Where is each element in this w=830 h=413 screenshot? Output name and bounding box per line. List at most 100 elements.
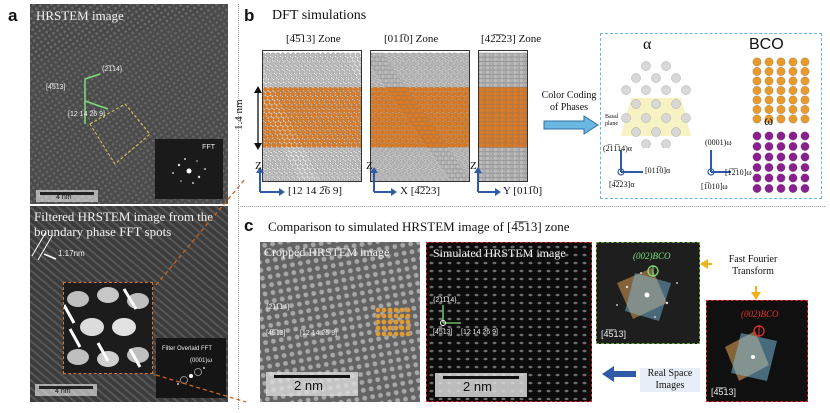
atom	[321, 74, 327, 79]
atom	[506, 147, 511, 152]
atom	[506, 138, 511, 144]
atom	[263, 65, 267, 71]
atom	[485, 151, 490, 157]
atom	[308, 117, 314, 122]
atom	[349, 99, 355, 105]
atom	[267, 57, 273, 62]
atom	[479, 52, 484, 58]
atom	[289, 69, 295, 75]
atom	[354, 99, 360, 105]
atom	[493, 142, 498, 148]
atom	[338, 117, 344, 122]
atom	[319, 177, 325, 181]
atom	[479, 151, 484, 157]
atom	[339, 69, 345, 75]
atom	[412, 57, 418, 62]
atom	[299, 99, 305, 105]
atom	[339, 177, 345, 181]
atom	[499, 82, 505, 88]
atom	[291, 151, 296, 157]
atom	[289, 177, 295, 181]
atom	[395, 155, 401, 161]
atom	[334, 108, 340, 114]
atom	[362, 113, 363, 118]
atom	[263, 78, 269, 84]
atom	[512, 57, 518, 62]
atom	[335, 52, 341, 58]
atom	[271, 104, 277, 110]
atom	[383, 138, 389, 144]
atom	[430, 65, 436, 71]
atom	[506, 95, 511, 101]
zone-1-title: [4̅5̅13] Zone	[286, 33, 341, 45]
omega-atom	[776, 131, 786, 141]
atom	[290, 121, 296, 127]
atom	[267, 173, 272, 178]
atom	[527, 148, 528, 152]
omega-dir-1: (0001)ω	[705, 138, 732, 147]
atom	[427, 78, 433, 84]
atom	[286, 104, 292, 110]
bco-atom	[764, 57, 774, 67]
atom	[383, 164, 389, 170]
atom	[449, 173, 455, 178]
atom	[342, 164, 348, 170]
atom	[499, 95, 505, 101]
atom	[419, 138, 425, 144]
atom	[434, 151, 440, 157]
atom	[279, 99, 285, 105]
atom	[275, 168, 280, 174]
atom	[331, 82, 336, 88]
atom	[404, 117, 410, 122]
atom	[285, 160, 291, 165]
atom	[263, 91, 266, 97]
atom	[493, 69, 498, 75]
atom	[292, 65, 297, 71]
atom	[371, 69, 377, 75]
atom	[282, 164, 288, 170]
atom	[280, 129, 286, 135]
atom	[479, 91, 484, 97]
atom	[512, 65, 518, 71]
atom	[297, 57, 303, 62]
atom	[512, 91, 518, 97]
atom	[371, 82, 374, 88]
atom	[263, 74, 267, 79]
atom	[392, 177, 398, 181]
omega-atom	[788, 173, 798, 183]
atom	[395, 147, 401, 152]
atom	[527, 70, 528, 74]
atom	[271, 142, 277, 148]
atom	[451, 61, 457, 66]
atom	[371, 86, 377, 92]
atom	[266, 112, 272, 118]
atom	[315, 168, 320, 174]
hrstem-dir-1: {2̅1̅14}	[102, 66, 123, 73]
atom	[352, 164, 358, 170]
atom	[389, 112, 395, 118]
atom	[427, 95, 433, 101]
atom	[371, 104, 377, 110]
atom	[263, 99, 265, 105]
overlay-atom	[399, 319, 405, 325]
atom	[304, 138, 310, 144]
real-space-arrow	[602, 366, 636, 382]
atom	[454, 74, 460, 79]
atom	[527, 57, 528, 61]
atom	[377, 61, 383, 66]
atom	[270, 160, 276, 165]
atom	[525, 91, 527, 96]
atom	[436, 99, 442, 105]
atom	[263, 129, 266, 135]
omega-atom	[764, 184, 774, 193]
atom	[389, 104, 395, 110]
atom	[485, 57, 490, 62]
atom	[380, 108, 386, 114]
atom	[352, 173, 357, 178]
atom	[458, 168, 464, 174]
atom	[358, 78, 361, 84]
atom	[436, 57, 442, 62]
atom	[389, 121, 395, 127]
atom	[512, 95, 518, 101]
atom	[448, 57, 454, 62]
